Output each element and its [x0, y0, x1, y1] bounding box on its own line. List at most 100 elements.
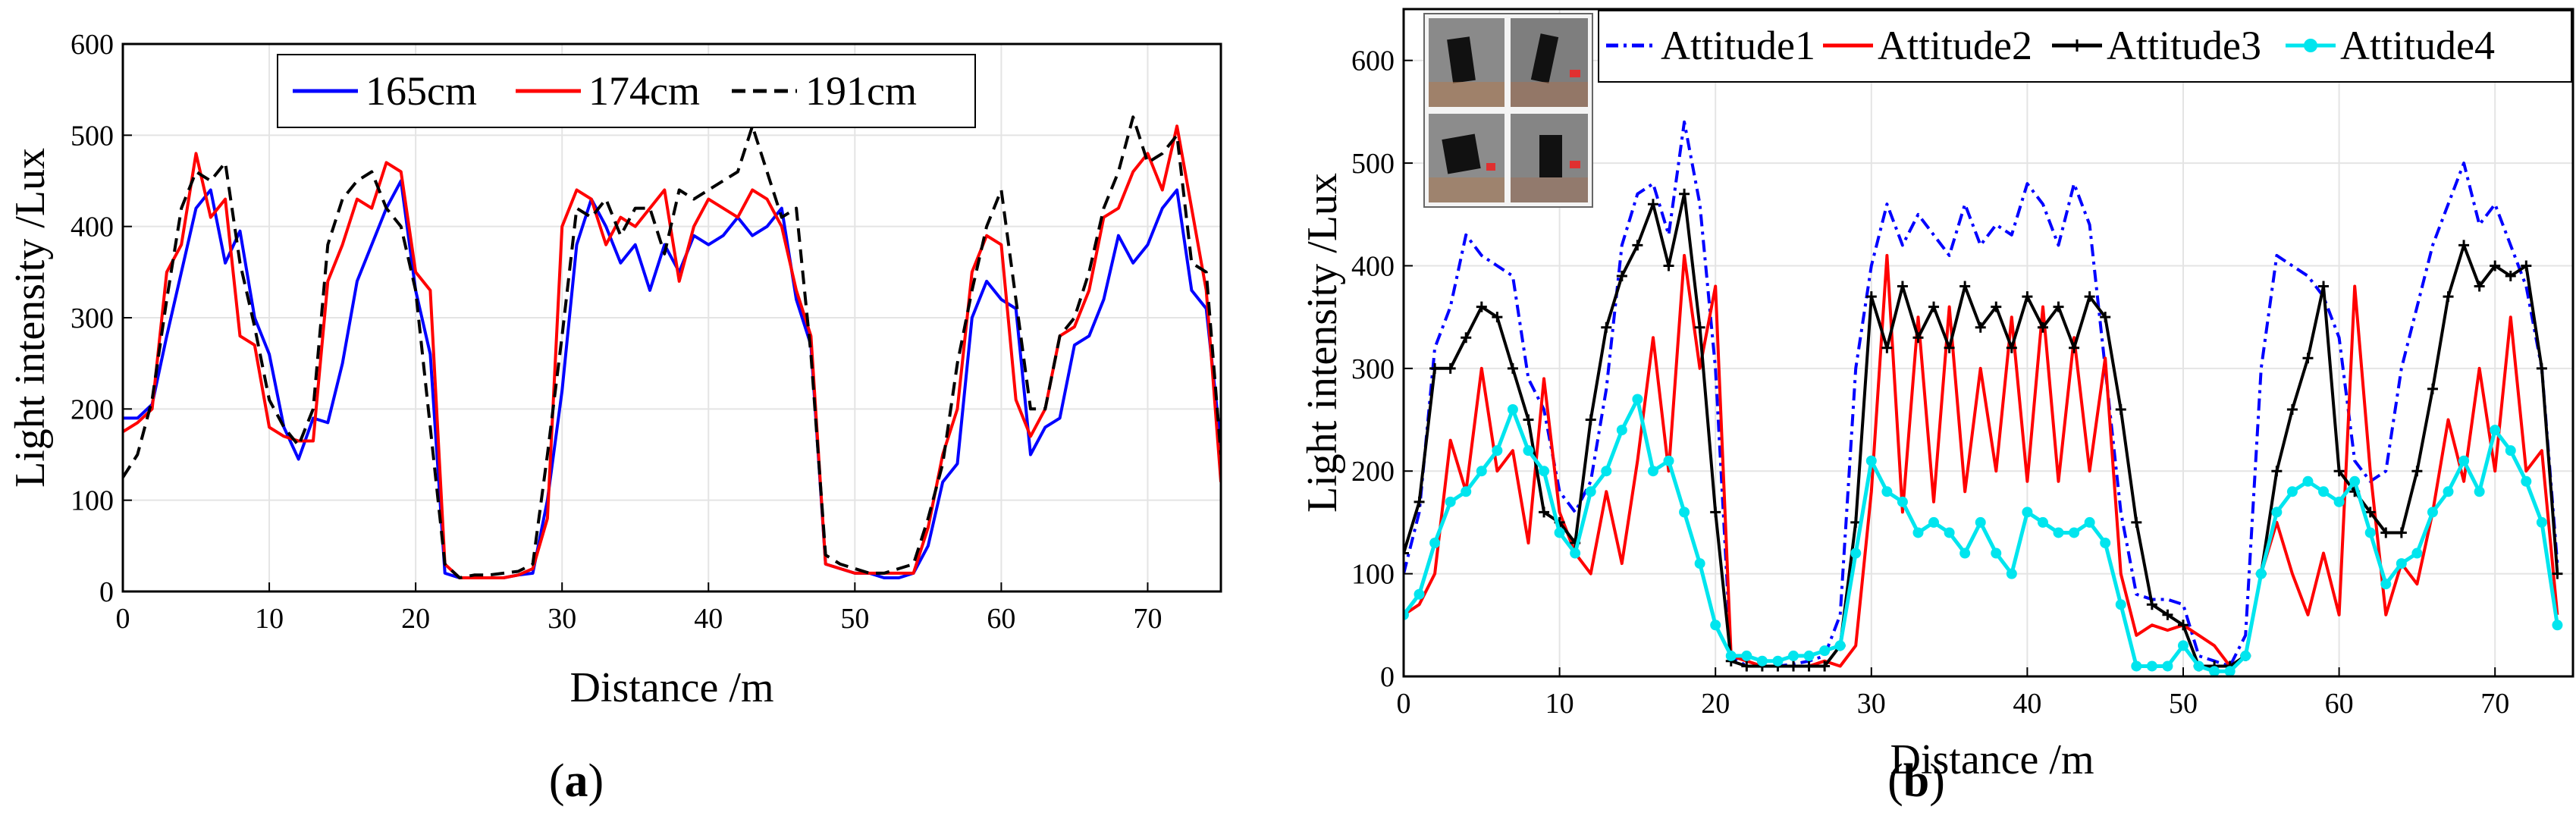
b-ticks: 0 10 20 30 40 50 60 70 0 100 200 300 400 500 600: [1351, 45, 2509, 720]
b-point-Attitude4: [1570, 547, 1581, 559]
b-point-Attitude3: [1897, 281, 1908, 292]
b-point-Attitude3: [1601, 322, 1612, 333]
b-y-tick-label: 100: [1351, 559, 1395, 591]
b-series-line-Attitude2: [1404, 253, 2559, 668]
a-legend: 165cm 174cm 191cm: [277, 54, 976, 128]
b-point-Attitude3: [1803, 660, 1815, 672]
b-point-Attitude4: [2115, 599, 2126, 610]
b-point-Attitude4: [1756, 655, 1768, 667]
b-point-Attitude4: [2349, 475, 2361, 487]
b-point-Attitude4: [2474, 486, 2485, 497]
b-point-Attitude3: [2100, 312, 2111, 323]
b-point-Attitude3: [2318, 281, 2330, 292]
b-point-Attitude3: [1585, 414, 1596, 425]
b-point-Attitude4: [1834, 640, 1846, 651]
b-y-tick-label: 0: [1380, 661, 1395, 693]
b-y-tick-label: 400: [1351, 250, 1395, 282]
b-point-Attitude4: [2255, 568, 2267, 579]
b-point-Attitude3: [2536, 362, 2547, 374]
a-x-tick-label: 70: [1133, 603, 1162, 635]
b-x-tick-label: 60: [2325, 688, 2354, 720]
b-point-Attitude3: [1476, 301, 1487, 312]
b-x-tick-label: 0: [1397, 688, 1411, 720]
b-point-Attitude3: [2286, 404, 2298, 415]
b-point-Attitude4: [1694, 558, 1705, 569]
b-point-Attitude4: [1445, 496, 1456, 507]
b-point-Attitude3: [2131, 516, 2142, 528]
b-point-Attitude4: [2037, 516, 2048, 528]
b-point-Attitude3: [1492, 312, 1503, 323]
b-point-Attitude3: [1414, 496, 1425, 507]
b-point-Attitude3: [1404, 547, 1409, 559]
b-point-Attitude4: [1788, 650, 1799, 661]
a-x-tick-label: 50: [840, 603, 869, 635]
b-point-Attitude3: [1616, 271, 1627, 281]
b-point-Attitude3: [1523, 414, 1534, 425]
b-point-Attitude4: [1725, 650, 1737, 661]
b-point-Attitude4: [1912, 527, 1924, 538]
b-point-Attitude3: [2302, 353, 2314, 364]
b-point-Attitude4: [1476, 466, 1487, 477]
b-point-Attitude3: [2333, 466, 2345, 477]
b-point-Attitude3: [2521, 260, 2532, 271]
b-point-Attitude4: [2209, 666, 2220, 676]
b-point-Attitude3: [1865, 291, 1877, 303]
b-point-Attitude3: [1507, 362, 1518, 374]
b-point-Attitude3: [2364, 507, 2376, 518]
b-point-Attitude4: [2271, 507, 2283, 518]
b-point-Attitude3: [1959, 281, 1971, 292]
b-point-Attitude3: [2084, 291, 2095, 303]
b-point-Attitude3: [1461, 332, 1472, 344]
b-point-Attitude4: [1663, 455, 1674, 466]
b-point-Attitude4: [1414, 588, 1425, 600]
a-series-group: [123, 115, 1221, 579]
b-point-Attitude4: [1632, 394, 1643, 405]
b-point-Attitude4: [2490, 425, 2501, 436]
b-point-Attitude3: [2458, 240, 2470, 251]
b-point-Attitude4: [1585, 486, 1596, 497]
svg-text:(a): (a): [549, 755, 604, 807]
a-x-tick-label: 10: [255, 603, 284, 635]
b-point-Attitude4: [2069, 527, 2080, 538]
b-point-Attitude4: [2240, 650, 2251, 661]
b-y-tick-label: 500: [1351, 148, 1395, 180]
a-series-line-191cm: [123, 115, 1221, 579]
b-point-Attitude4: [1429, 538, 1441, 548]
b-y-tick-label: 200: [1351, 456, 1395, 488]
b-point-Attitude4: [2193, 660, 2204, 672]
b-caption-letter: b: [1903, 755, 1929, 807]
b-point-Attitude4: [2521, 475, 2532, 487]
b-point-Attitude4: [1601, 466, 1612, 477]
b-point-Attitude3: [1788, 660, 1799, 672]
b-point-Attitude4: [2146, 660, 2157, 672]
b-point-Attitude3: [1912, 332, 1924, 344]
a-series-line-174cm: [123, 124, 1221, 579]
a-caption-letter: a: [565, 755, 588, 807]
svg-text:(b): (b): [1887, 755, 1945, 807]
b-caption: (b): [1887, 755, 1945, 807]
b-point-Attitude3: [2006, 342, 2017, 353]
b-point-Attitude4: [1404, 609, 1409, 620]
a-x-tick-label: 20: [401, 603, 430, 635]
a-x-tick-label: 40: [694, 603, 723, 635]
b-point-Attitude3: [1928, 301, 1940, 312]
b-point-Attitude4: [2100, 538, 2111, 548]
a-legend-label-191cm: 191cm: [805, 68, 917, 114]
a-x-tick-label: 60: [987, 603, 1015, 635]
b-legend-label-Attitude2: Attitude2: [1878, 23, 2032, 68]
b-point-Attitude3: [1679, 188, 1690, 199]
b-point-Attitude4: [1897, 496, 1908, 507]
b-point-Attitude4: [2178, 640, 2189, 651]
b-point-Attitude4: [1554, 527, 1565, 538]
attitudes-photo-inset: [1423, 13, 1593, 208]
b-series-line-Attitude1: [1404, 120, 2559, 668]
b-point-Attitude3: [2053, 301, 2064, 312]
b-point-Attitude3: [1975, 322, 1986, 333]
b-point-Attitude4: [1507, 404, 1518, 415]
b-point-Attitude3: [2271, 466, 2283, 477]
b-point-Attitude4: [2318, 486, 2330, 497]
a-ticks: 0 10 20 30 40 50 60 70 0 100 200 300 400 500 600: [71, 29, 1162, 635]
b-point-Attitude4: [1523, 445, 1534, 456]
b-point-Attitude4: [1679, 507, 1690, 518]
